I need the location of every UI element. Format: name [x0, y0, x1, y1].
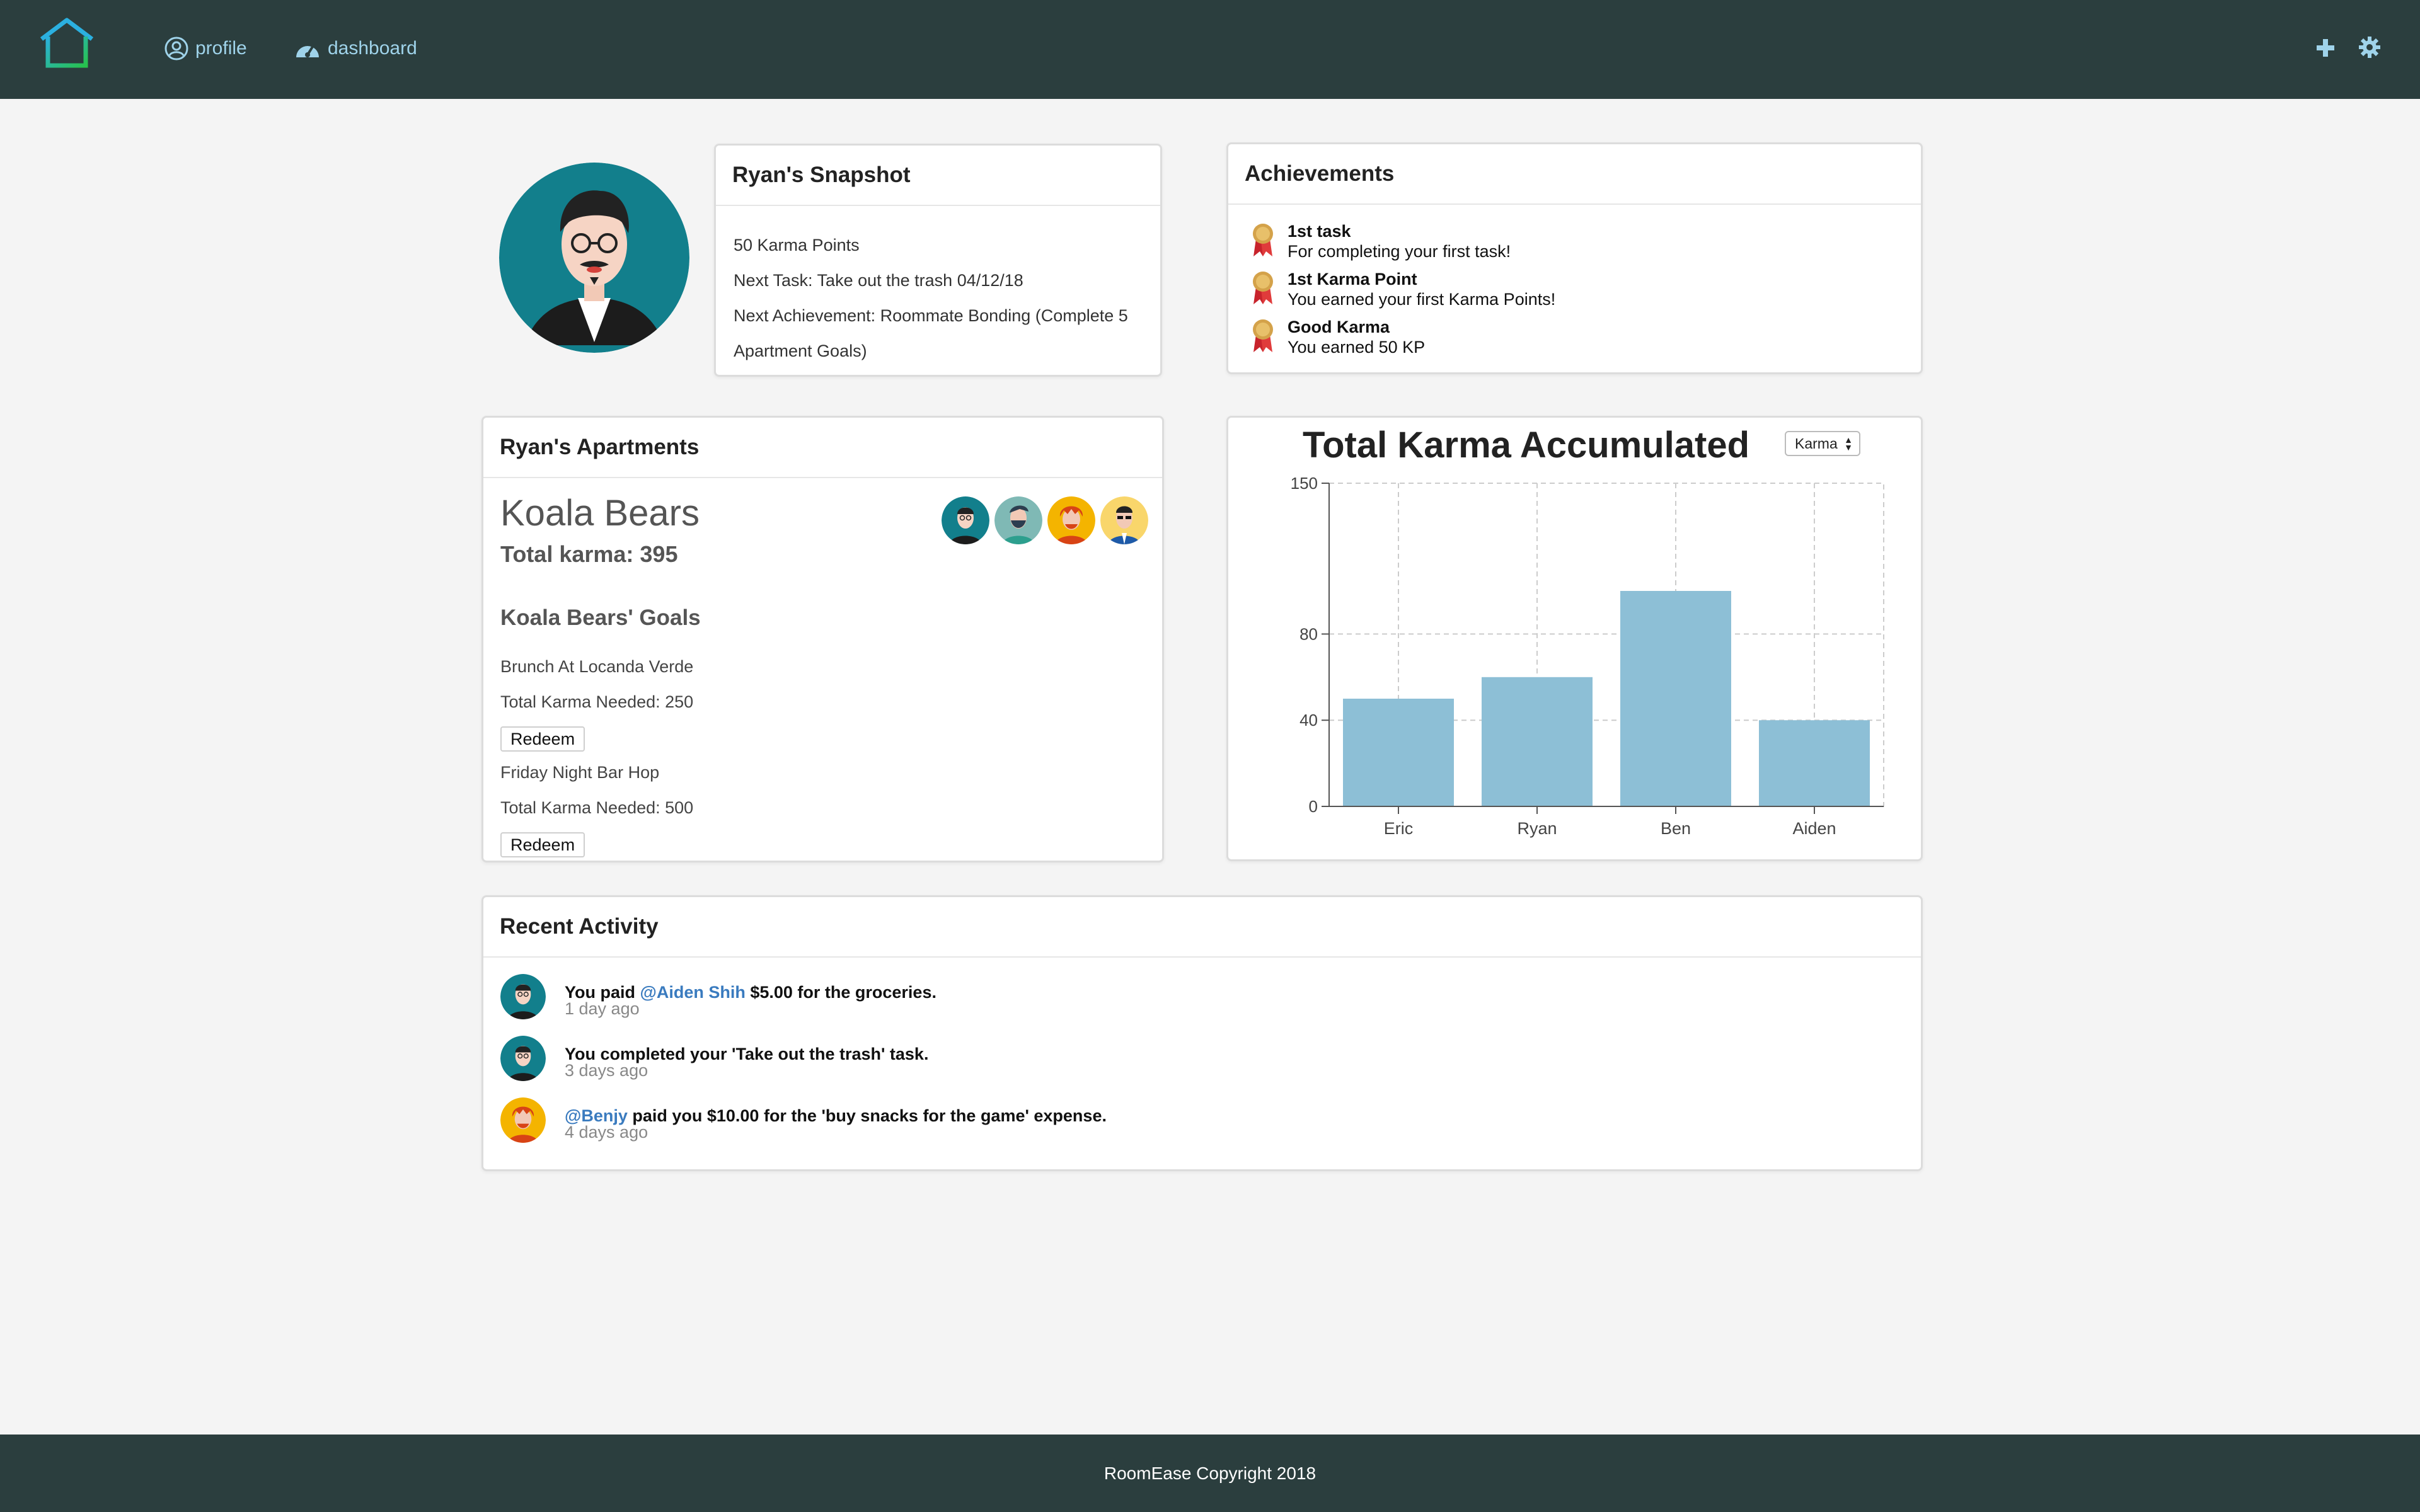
achievement-item: 1st task For completing your first task! [1251, 221, 1904, 261]
user-avatar[interactable] [500, 1097, 546, 1143]
activity-text: You completed your 'Take out the trash' … [565, 1045, 928, 1064]
red-hair-avatar-icon [1047, 496, 1095, 544]
next-achievement-text: Next Achievement: Roommate Bonding (Comp… [734, 306, 1128, 325]
bar-aiden [1759, 720, 1870, 806]
goals-title: Koala Bears' Goals [500, 605, 701, 630]
achievement-desc: You earned your first Karma Points! [1288, 290, 1556, 309]
activity-suffix: paid you $10.00 for the 'buy snacks for … [627, 1106, 1107, 1125]
y-tick-label: 0 [1309, 797, 1318, 816]
profile-avatar[interactable] [499, 163, 689, 353]
next-task-text: Next Task: Take out the trash 04/12/18 [734, 271, 1023, 290]
activity-item: You paid @Aiden Shih $5.00 for the groce… [500, 974, 936, 1019]
x-tick-label: Ryan [1517, 819, 1557, 838]
achievement-item: Good Karma You earned 50 KP [1251, 317, 1904, 357]
roommate-avatar[interactable] [994, 496, 1042, 544]
apartments-title: Ryan's Apartments [483, 418, 1162, 478]
next-achievement-text-cont: Apartment Goals) [734, 341, 867, 360]
recent-activity-panel: Recent Activity You paid @Aiden Shih $5.… [481, 895, 1923, 1171]
man-glasses-avatar-icon [499, 163, 689, 353]
roommate-avatars [942, 496, 1153, 544]
karma-chart-panel: Total Karma Accumulated Karma ▲ ▼ 0 40 80 15… [1226, 416, 1923, 861]
y-tick-label: 150 [1291, 474, 1318, 493]
roommate-avatar[interactable] [942, 496, 989, 544]
footer: RoomEase Copyright 2018 [0, 1435, 2420, 1512]
add-icon[interactable] [2314, 37, 2337, 59]
home-logo-icon[interactable] [38, 16, 96, 69]
chart-select-value: Karma [1795, 435, 1838, 452]
medal-icon [1253, 272, 1273, 304]
activity-time: 4 days ago [565, 1123, 648, 1142]
activity-prefix: You completed your 'Take out the trash' … [565, 1045, 929, 1063]
x-tick-label: Eric [1384, 819, 1414, 838]
user-avatar[interactable] [500, 974, 546, 1019]
medal-icon [1253, 319, 1273, 352]
x-tick-label: Aiden [1792, 819, 1836, 838]
user-avatar[interactable] [500, 1036, 546, 1081]
redeem-button[interactable]: Redeem [500, 832, 585, 857]
achievement-desc: You earned 50 KP [1288, 338, 1426, 357]
bearded-man-avatar-icon [994, 496, 1042, 544]
y-tick-label: 80 [1299, 624, 1318, 643]
apartment-total-karma: Total karma: 395 [500, 541, 678, 567]
activity-text: @Benjy paid you $10.00 for the 'buy snac… [565, 1106, 1107, 1126]
activity-item: @Benjy paid you $10.00 for the 'buy snac… [500, 1097, 1107, 1143]
dashboard-gauge-icon [296, 43, 319, 57]
activity-title: Recent Activity [483, 897, 1921, 958]
nav-dashboard-link[interactable]: dashboard [294, 33, 417, 64]
y-tick-label: 40 [1299, 711, 1318, 730]
achievements-panel: Achievements 1st task For completing you… [1226, 142, 1923, 374]
goal-karma-needed: Total Karma Needed: 500 [500, 798, 694, 817]
snapshot-panel: Ryan's Snapshot 50 Karma Points Next Tas… [714, 144, 1162, 377]
bar-eric [1343, 699, 1454, 806]
apartments-panel: Ryan's Apartments Koala Bears Total karm… [481, 416, 1164, 862]
bar-chart: 0 40 80 150 Eric Ryan Ben Aiden [1291, 474, 1884, 838]
activity-time: 3 days ago [565, 1061, 648, 1080]
achievement-title: 1st task [1288, 222, 1351, 241]
activity-suffix: $5.00 for the groceries. [745, 983, 936, 1002]
footer-copyright: RoomEase Copyright 2018 [1103, 1463, 1317, 1483]
achievements-title: Achievements [1228, 144, 1921, 205]
man-glasses-avatar-icon [942, 496, 989, 544]
medal-icon [1253, 224, 1273, 256]
achievement-desc: For completing your first task! [1288, 242, 1511, 261]
goal-karma-needed: Total Karma Needed: 250 [500, 692, 694, 711]
chart-metric-select[interactable]: Karma ▲ ▼ [1785, 431, 1860, 456]
achievement-title: Good Karma [1288, 318, 1390, 336]
apartment-name: Koala Bears [500, 493, 700, 534]
goal-name: Brunch At Locanda Verde [500, 657, 694, 676]
select-arrows-icon: ▲ ▼ [1844, 435, 1853, 452]
bar-ben [1620, 591, 1731, 806]
gear-icon[interactable] [2358, 35, 2382, 59]
activity-prefix: You paid [565, 983, 640, 1002]
man-glasses-avatar-icon [500, 974, 546, 1019]
roommate-avatar[interactable] [1047, 496, 1095, 544]
nav-profile-link[interactable]: profile [164, 33, 247, 64]
x-tick-label: Ben [1661, 819, 1691, 838]
sunglasses-man-avatar-icon [1100, 496, 1148, 544]
achievement-item: 1st Karma Point You earned your first Ka… [1251, 269, 1904, 309]
user-circle-icon [164, 37, 188, 60]
red-hair-avatar-icon [500, 1097, 546, 1143]
activity-text: You paid @Aiden Shih $5.00 for the groce… [565, 983, 936, 1002]
user-mention-link[interactable]: @Aiden Shih [640, 983, 746, 1002]
man-glasses-avatar-icon [500, 1036, 546, 1081]
activity-time: 1 day ago [565, 999, 640, 1018]
activity-item: You completed your 'Take out the trash' … [500, 1036, 928, 1081]
karma-points-text: 50 Karma Points [734, 236, 860, 255]
bar-ryan [1482, 677, 1593, 806]
nav-profile-label: profile [195, 38, 247, 59]
roommate-avatar[interactable] [1100, 496, 1148, 544]
chart-title: Total Karma Accumulated [1303, 425, 1750, 466]
snapshot-title: Ryan's Snapshot [716, 146, 1160, 206]
top-navbar: profile dashboard [0, 0, 2420, 99]
user-mention-link[interactable]: @Benjy [565, 1106, 628, 1125]
redeem-button[interactable]: Redeem [500, 726, 585, 752]
goal-name: Friday Night Bar Hop [500, 763, 660, 782]
nav-dashboard-label: dashboard [328, 38, 417, 59]
achievement-title: 1st Karma Point [1288, 270, 1417, 289]
